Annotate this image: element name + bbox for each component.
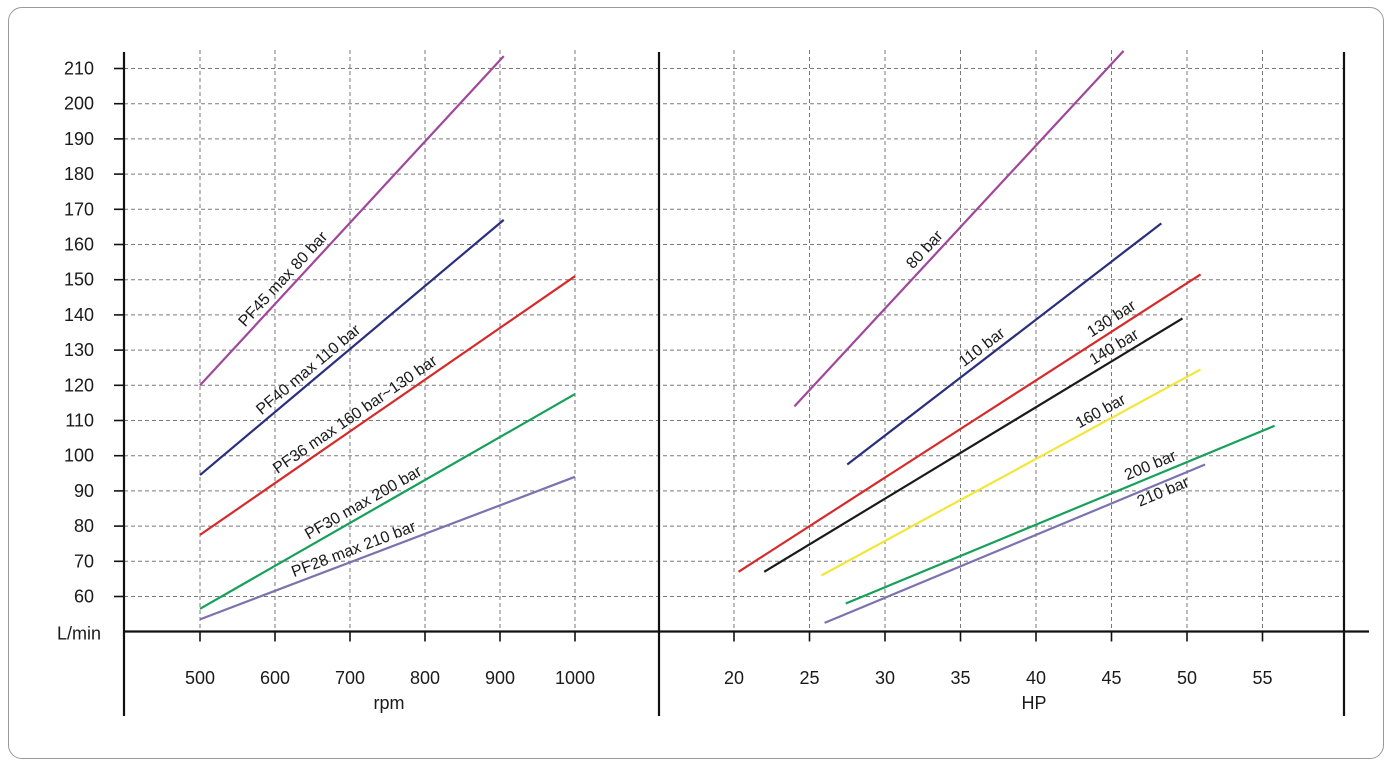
y-tick-label: 200 <box>64 94 94 114</box>
x-tick-label: 50 <box>1177 668 1197 688</box>
chart-frame <box>8 7 1384 759</box>
series-line <box>845 424 1276 605</box>
x-axis-title: HP <box>1021 693 1046 713</box>
y-axis-title: L/min <box>57 624 101 644</box>
x-tick-label: 900 <box>485 668 515 688</box>
y-tick-label: 140 <box>64 305 94 325</box>
y-tick-label: 90 <box>74 481 94 501</box>
x-tick-label: 30 <box>875 668 895 688</box>
series-line <box>793 50 1125 408</box>
x-tick-label: 55 <box>1252 668 1272 688</box>
y-tick-label: 190 <box>64 129 94 149</box>
y-tick-label: 170 <box>64 199 94 219</box>
y-tick-label: 80 <box>74 516 94 536</box>
series-line <box>199 55 505 387</box>
series-label: PF40 max 110 bar <box>253 321 364 418</box>
x-tick-label: 1000 <box>555 668 595 688</box>
series-label: PF45 max 80 bar <box>236 228 332 330</box>
y-tick-label: 60 <box>74 587 94 607</box>
x-tick-label: 35 <box>950 668 970 688</box>
x-axis-title: rpm <box>374 693 405 713</box>
x-tick-label: 700 <box>335 668 365 688</box>
x-tick-label: 40 <box>1026 668 1046 688</box>
x-tick-label: 800 <box>410 668 440 688</box>
y-tick-label: 160 <box>64 235 94 255</box>
series-line <box>737 273 1202 573</box>
x-tick-label: 25 <box>799 668 819 688</box>
x-tick-label: 20 <box>724 668 744 688</box>
series-line <box>763 317 1184 573</box>
series-line <box>821 368 1202 577</box>
y-tick-label: 130 <box>64 340 94 360</box>
y-tick-label: 210 <box>64 59 94 79</box>
y-tick-label: 100 <box>64 446 94 466</box>
x-tick-label: 600 <box>260 668 290 688</box>
x-tick-label: 500 <box>185 668 215 688</box>
y-tick-label: 180 <box>64 164 94 184</box>
series-line <box>824 463 1206 624</box>
series-line <box>199 219 505 476</box>
series-line <box>199 393 576 610</box>
y-tick-label: 110 <box>65 411 94 431</box>
x-tick-label: 45 <box>1101 668 1121 688</box>
series-line <box>846 222 1162 466</box>
series-line <box>199 275 576 536</box>
y-tick-label: 150 <box>64 270 94 290</box>
y-tick-label: 120 <box>64 375 94 395</box>
series-line <box>199 475 576 621</box>
y-tick-label: 70 <box>74 551 94 571</box>
